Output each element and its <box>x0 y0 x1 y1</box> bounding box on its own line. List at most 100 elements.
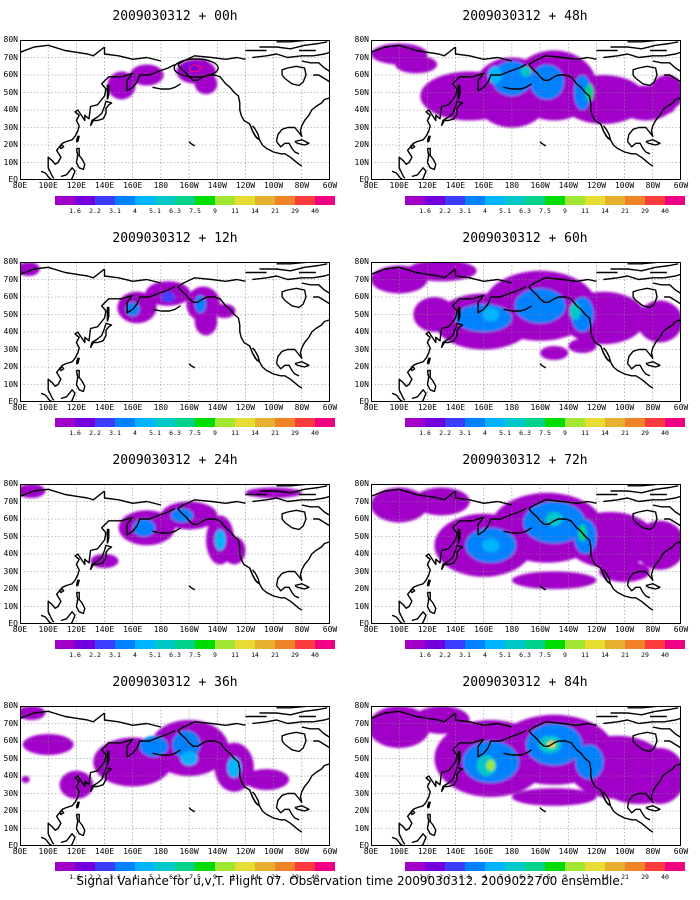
panel-title: 2009030312 + 60h <box>462 231 588 246</box>
colorbar-label: 2.2 <box>439 429 451 437</box>
colorbar-label: 3.1 <box>109 873 121 881</box>
coastline <box>626 585 651 599</box>
colorbar-swatch <box>405 640 425 649</box>
colorbar-swatch <box>605 196 625 205</box>
colorbar-swatch <box>645 640 665 649</box>
coastlines <box>371 40 681 180</box>
coastline <box>626 541 681 586</box>
coastline <box>409 588 416 594</box>
coastline <box>276 484 309 487</box>
coastline <box>603 495 681 503</box>
coastline <box>454 269 513 284</box>
lat-tick-label: 60N <box>3 292 18 301</box>
lat-tick-label: 80N <box>354 701 369 710</box>
colorbar-swatch <box>235 196 255 205</box>
lat-tick-label: 30N <box>354 788 369 798</box>
coastline <box>294 139 310 146</box>
lon-tick-label: 100W <box>263 625 284 634</box>
colorbar-swatch <box>505 640 525 649</box>
coastline <box>20 710 105 723</box>
coastline <box>664 296 681 305</box>
map-panel: 2009030312 + 12h 80N 70N 60N 50N 40N 30N 20N 10N… <box>0 222 350 444</box>
colorbar-label: 2.2 <box>89 429 101 437</box>
lat-tick-label: 40N <box>3 105 18 114</box>
colorbar-label: 3.1 <box>109 207 121 215</box>
lon-tick-label: 140W <box>558 181 578 190</box>
gridlines <box>20 484 330 624</box>
lon-tick-label: 120E <box>417 847 437 856</box>
coastline <box>600 789 611 807</box>
colorbar-label: 4 <box>483 207 487 215</box>
colorbar-label: 11 <box>231 651 239 659</box>
lon-tick-label: 100E <box>389 625 409 634</box>
coastline <box>602 791 612 806</box>
colorbar-label: 40 <box>661 873 669 881</box>
colorbar-label: 6.3 <box>519 651 531 659</box>
lon-tick-label: 160W <box>530 181 550 190</box>
lat-tick-label: 50N <box>354 531 369 541</box>
coastline <box>177 721 246 732</box>
panel-title: 2009030312 + 84h <box>462 675 588 690</box>
variance-contour <box>222 536 246 565</box>
coastline <box>301 282 330 295</box>
coastline <box>664 74 681 83</box>
colorbar-label: 40 <box>661 651 669 659</box>
lon-tick-label: 160E <box>123 403 143 412</box>
lat-tick-label: 70N <box>354 274 369 284</box>
colorbar-label: 6.3 <box>519 429 531 437</box>
map-panel: 2009030312 + 24h 80N 70N 60N 50N 40N 30N 20N 10N… <box>0 444 350 666</box>
colorbar-swatch <box>215 862 235 871</box>
coastline <box>600 567 611 585</box>
lon-tick-label: 120E <box>417 625 437 634</box>
coastline <box>294 361 310 368</box>
lon-tick-label: 60W <box>322 625 338 634</box>
coastline <box>539 585 547 591</box>
coastline <box>152 83 181 90</box>
coastline <box>411 833 427 846</box>
lat-tick-label: 10N <box>3 157 18 167</box>
lon-tick-label: 80E <box>12 181 28 190</box>
coastline <box>294 805 310 812</box>
colorbar-swatch <box>195 862 215 871</box>
colorbar-label: 4 <box>483 873 487 881</box>
lat-tick-label: 10N <box>3 379 18 389</box>
colorbar-label: 1.6 <box>419 429 431 437</box>
coastline <box>409 144 416 150</box>
lat-tick-label: 60N <box>354 70 369 79</box>
coastline <box>503 527 532 534</box>
coastline <box>440 322 464 349</box>
variance-contour <box>59 770 94 799</box>
coastline <box>440 766 464 793</box>
colorbar-swatch <box>565 196 585 205</box>
lat-tick-label: EQ <box>8 619 18 628</box>
coastline <box>411 167 427 180</box>
colorbar-label: 5.1 <box>499 429 511 437</box>
coastline <box>301 60 330 73</box>
colorbar-swatch <box>55 862 75 871</box>
colorbar-swatch <box>405 862 425 871</box>
colorbar-label: 9 <box>213 207 217 215</box>
lat-tick-label: 70N <box>354 496 369 506</box>
colorbar-swatch <box>155 640 175 649</box>
colorbar-swatch <box>275 640 295 649</box>
variance-field <box>371 706 681 806</box>
colorbar-swatch <box>175 196 195 205</box>
coastline <box>440 100 464 127</box>
coastline <box>627 484 660 487</box>
colorbar-swatch <box>135 196 155 205</box>
colorbar-label: 4 <box>133 207 137 215</box>
colorbar <box>405 862 685 871</box>
coastline <box>188 141 196 147</box>
coastline <box>275 363 300 377</box>
lat-tick-label: 50N <box>3 753 18 763</box>
colorbar-swatch <box>645 418 665 427</box>
colorbar-label: 7.5 <box>189 207 201 215</box>
coastline <box>75 147 86 171</box>
coastline <box>60 389 76 402</box>
lat-tick-label: 80N <box>3 701 18 710</box>
coastline <box>426 579 431 587</box>
map-plot <box>371 262 681 402</box>
gridlines <box>371 262 681 402</box>
lat-tick-label: EQ <box>8 841 18 850</box>
coastline <box>528 721 597 732</box>
